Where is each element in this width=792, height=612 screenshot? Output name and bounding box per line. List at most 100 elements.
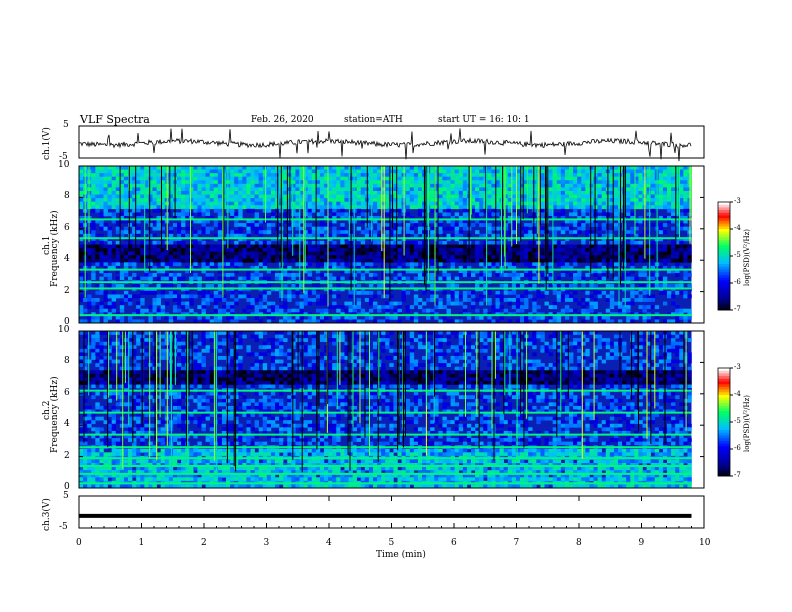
spectrogram-1-cell	[564, 169, 570, 174]
spectrogram-1-cell	[585, 190, 590, 195]
spectrogram-1-cell	[144, 255, 149, 260]
spectrogram-1-cell	[564, 298, 570, 302]
spectrogram-1-cell	[434, 251, 439, 256]
spectrogram-1-cell	[328, 290, 333, 295]
spectrogram-1-cell	[201, 269, 206, 274]
spectrogram-1-cell	[593, 173, 598, 178]
spectrogram-1-cell	[593, 301, 598, 306]
spectrogram-1-cell	[217, 226, 223, 231]
spectrogram-1-cell	[238, 290, 243, 295]
spectrogram-1-cell	[213, 201, 219, 206]
spectrogram-1-cell	[409, 255, 415, 260]
spectrogram-1-cell	[213, 198, 219, 202]
spectrogram-1-cell	[262, 308, 268, 313]
spectrogram-1-cell	[507, 173, 513, 178]
spectrogram-1-cell	[160, 305, 166, 310]
spectrogram-1-cell	[336, 166, 341, 170]
spectrogram-1-cell	[540, 294, 545, 299]
spectrogram-1-cell	[520, 187, 525, 192]
spectrogram-1-cell	[475, 248, 480, 252]
spectrogram-1-cell	[503, 187, 509, 192]
spectrogram-1-cell	[442, 237, 447, 242]
spectrogram-1-cell	[91, 244, 96, 249]
spectrogram-1-cell	[136, 305, 141, 310]
spectrogram-1-cell	[254, 223, 259, 227]
spectrogram-1-cell	[495, 244, 500, 249]
spectrogram-1-cell	[495, 176, 500, 181]
spectrogram-1-cell	[581, 237, 586, 242]
spectrogram-1-cell	[91, 265, 96, 270]
spectrogram-1-cell	[552, 315, 558, 320]
spectrogram-1-cell	[613, 255, 619, 260]
spectrogram-1-cell	[254, 258, 259, 263]
spectrogram-1-cell	[368, 180, 374, 185]
spectrogram-1-cell	[217, 198, 223, 202]
spectrogram-1-cell	[328, 251, 333, 256]
spectrogram-1-cell	[356, 169, 362, 174]
spectrogram-1-cell	[417, 176, 423, 181]
spectrogram-1-cell	[230, 276, 235, 281]
spectrogram-1-cell	[291, 208, 296, 213]
spectrogram-1-cell	[250, 201, 255, 206]
spectrogram-1-cell	[569, 226, 574, 231]
spectrogram-1-cell	[524, 166, 529, 170]
spectrogram-1-cell	[413, 258, 419, 263]
spectrogram-1-cell	[634, 315, 639, 320]
spectrogram-1-cell	[683, 183, 688, 188]
spectrogram-1-cell	[152, 194, 157, 199]
spectrogram-1-cell	[483, 276, 488, 281]
spectrogram-1-cell	[507, 230, 513, 235]
spectrogram-1-cell	[393, 183, 398, 188]
spectrogram-1-cell	[373, 276, 378, 281]
spectrogram-1-cell	[291, 223, 296, 227]
spectrogram-1-cell	[438, 298, 443, 302]
spectrogram-1-cell	[683, 315, 688, 320]
spectrogram-1-cell	[450, 201, 455, 206]
spectrogram-1-cell	[564, 201, 570, 206]
spectrogram-1-cell	[156, 201, 161, 206]
spectrogram-1-cell	[262, 276, 268, 281]
spectrogram-1-cell	[246, 208, 251, 213]
spectrogram-1-cell	[205, 198, 210, 202]
spectrogram-1-cell	[140, 240, 145, 245]
spectrogram-1-cell	[319, 190, 325, 195]
spectrogram-1-cell	[532, 262, 537, 267]
spectrogram-1-cell	[356, 283, 362, 288]
spectrogram-1-cell	[279, 308, 284, 313]
spectrogram-2-cell	[160, 334, 166, 339]
spectrogram-1-cell	[585, 233, 590, 238]
spectrogram-1-cell	[667, 215, 672, 220]
spectrogram-1-cell	[495, 183, 500, 188]
spectrogram-1-cell	[311, 205, 317, 210]
spectrogram-1-cell	[201, 169, 206, 174]
spectrogram-1-cell	[111, 173, 117, 178]
spectrogram-1-cell	[368, 166, 374, 170]
spectrogram-1-cell	[658, 276, 664, 281]
spectrogram-1-cell	[532, 244, 537, 249]
spectrogram-1-cell	[324, 244, 329, 249]
spectrogram-1-cell	[144, 290, 149, 295]
spectrogram-1-cell	[560, 244, 566, 249]
spectrogram-1-cell	[242, 187, 247, 192]
spectrogram-1-cell	[348, 290, 353, 295]
spectrogram-1-cell	[393, 255, 398, 260]
spectrogram-1-cell	[446, 183, 451, 188]
spectrogram-1-cell	[479, 315, 484, 320]
spectrogram-1-cell	[495, 255, 500, 260]
spectrogram-1-cell	[107, 315, 112, 320]
spectrogram-1-cell	[299, 194, 304, 199]
spectrogram-1-cell	[430, 248, 435, 252]
spectrogram-1-cell	[205, 194, 210, 199]
spectrogram-1-cell	[262, 251, 268, 256]
spectrogram-1-cell	[597, 315, 602, 320]
spectrogram-1-cell	[377, 258, 382, 263]
spectrogram-1-cell	[548, 173, 553, 178]
spectrogram-1-cell	[238, 187, 243, 192]
spectrogram-1-cell	[585, 315, 590, 320]
spectrogram-1-cell	[589, 223, 594, 227]
spectrogram-1-cell	[503, 258, 509, 263]
spectrogram-1-cell	[667, 183, 672, 188]
spectrogram-1-cell	[299, 244, 304, 249]
spectrogram-1-cell	[613, 240, 619, 245]
spectrogram-1-cell	[638, 294, 643, 299]
